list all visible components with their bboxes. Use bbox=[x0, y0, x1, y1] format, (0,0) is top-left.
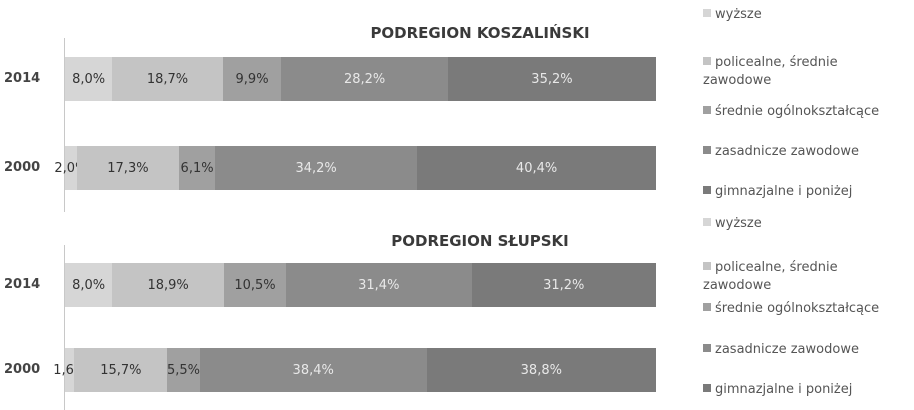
data-label: 5,5% bbox=[166, 362, 200, 378]
legend-label: gimnazjalne i poniżej bbox=[715, 382, 853, 397]
bar-row: 1,6% 15,7% 5,5% 38,4% 38,8% bbox=[53, 348, 656, 392]
data-label: 28,2% bbox=[343, 71, 386, 87]
data-label: 38,8% bbox=[520, 362, 562, 378]
data-label: 9,9% bbox=[235, 71, 269, 87]
bar-segment: 40,4% bbox=[417, 146, 656, 190]
legend-swatch bbox=[703, 218, 711, 226]
legend-swatch bbox=[703, 146, 711, 154]
legend-swatch bbox=[703, 303, 711, 311]
chart-title: PODREGION KOSZALIŃSKI bbox=[370, 24, 590, 42]
bar-segment: 9,9% bbox=[222, 57, 282, 101]
bar-segment: 15,7% bbox=[74, 348, 168, 392]
data-label: 40,4% bbox=[515, 160, 558, 176]
legend-item: policealne, średnie zawodowe bbox=[703, 259, 903, 295]
legend-label: wyższe bbox=[715, 216, 762, 231]
bar-segment: 18,7% bbox=[112, 57, 223, 101]
bar-segment: 8,0% bbox=[65, 263, 113, 307]
category-label: 2014 bbox=[4, 277, 41, 292]
legend-label: zasadnicze zawodowe bbox=[715, 144, 859, 159]
legend-swatch bbox=[703, 57, 711, 65]
bar-segment: 38,8% bbox=[426, 348, 656, 392]
legend-label: wyższe bbox=[715, 7, 762, 22]
axis-line bbox=[64, 245, 65, 410]
bar-segment: 31,2% bbox=[471, 263, 656, 307]
legend-label: gimnazjalne i poniżej bbox=[715, 184, 853, 199]
data-label: 18,9% bbox=[147, 277, 189, 293]
bar-segment: 10,5% bbox=[223, 263, 286, 307]
legend-item: wyższe bbox=[703, 215, 903, 233]
category-label: 2014 bbox=[4, 71, 41, 86]
legend-item: policealne, średnie zawodowe bbox=[703, 54, 903, 90]
bar-segment: 1,6% bbox=[53, 348, 86, 392]
data-label: 34,2% bbox=[295, 160, 337, 176]
bar-segment: 35,2% bbox=[447, 57, 656, 101]
legend-label: policealne, średnie zawodowe bbox=[703, 260, 838, 293]
data-label: 38,4% bbox=[292, 362, 334, 378]
legend-swatch bbox=[703, 9, 711, 17]
legend-label: zasadnicze zawodowe bbox=[715, 342, 859, 357]
bar-segment: 28,2% bbox=[281, 57, 448, 101]
legend-swatch bbox=[703, 384, 711, 392]
data-label: 35,2% bbox=[531, 71, 573, 87]
bar-segment: 38,4% bbox=[199, 348, 427, 392]
bar-segment: 5,5% bbox=[167, 348, 200, 392]
bar-segment: 31,4% bbox=[286, 263, 472, 307]
legend-label: średnie ogólnokształcące bbox=[715, 301, 880, 316]
bar-segment: 18,9% bbox=[112, 263, 224, 307]
legend-item: gimnazjalne i poniżej bbox=[703, 183, 903, 201]
legend-item: średnie ogólnokształcące bbox=[703, 103, 903, 121]
legend-label: średnie ogólnokształcące bbox=[715, 104, 880, 119]
data-label: 10,5% bbox=[234, 277, 276, 293]
bar-row: 8,0% 18,9% 10,5% 31,4% 31,2% bbox=[65, 263, 656, 307]
legend-item: zasadnicze zawodowe bbox=[703, 341, 903, 359]
legend-item: gimnazjalne i poniżej bbox=[703, 381, 903, 399]
legend-item: zasadnicze zawodowe bbox=[703, 143, 903, 161]
data-label: 17,3% bbox=[107, 160, 149, 176]
legend-swatch bbox=[703, 344, 711, 352]
bar-row: 2,0% 17,3% 6,1% 34,2% 40,4% bbox=[54, 146, 656, 190]
data-label: 15,7% bbox=[100, 362, 142, 378]
bar-segment: 17,3% bbox=[76, 146, 180, 190]
legend-swatch bbox=[703, 106, 711, 114]
bar-segment: 2,0% bbox=[54, 146, 87, 190]
data-label: 31,2% bbox=[543, 277, 585, 293]
legend-item: średnie ogólnokształcące bbox=[703, 300, 903, 318]
legend-label: policealne, średnie zawodowe bbox=[703, 55, 838, 88]
chart-title: PODREGION SŁUPSKI bbox=[391, 232, 569, 250]
bar-row: 8,0% 18,7% 9,9% 28,2% 35,2% bbox=[65, 57, 656, 101]
category-label: 2000 bbox=[4, 160, 41, 175]
data-label: 31,4% bbox=[358, 277, 400, 293]
data-label: 18,7% bbox=[146, 71, 189, 87]
legend-item: wyższe bbox=[703, 6, 903, 24]
data-label: 8,0% bbox=[72, 277, 106, 293]
data-label: 6,1% bbox=[180, 160, 214, 176]
bar-segment: 6,1% bbox=[179, 146, 216, 190]
category-label: 2000 bbox=[4, 362, 41, 377]
bar-segment: 8,0% bbox=[65, 57, 113, 101]
bar-segment: 34,2% bbox=[215, 146, 418, 190]
legend-swatch bbox=[703, 186, 711, 194]
axis-line bbox=[64, 38, 65, 212]
data-label: 8,0% bbox=[72, 71, 106, 87]
legend-swatch bbox=[703, 262, 711, 270]
